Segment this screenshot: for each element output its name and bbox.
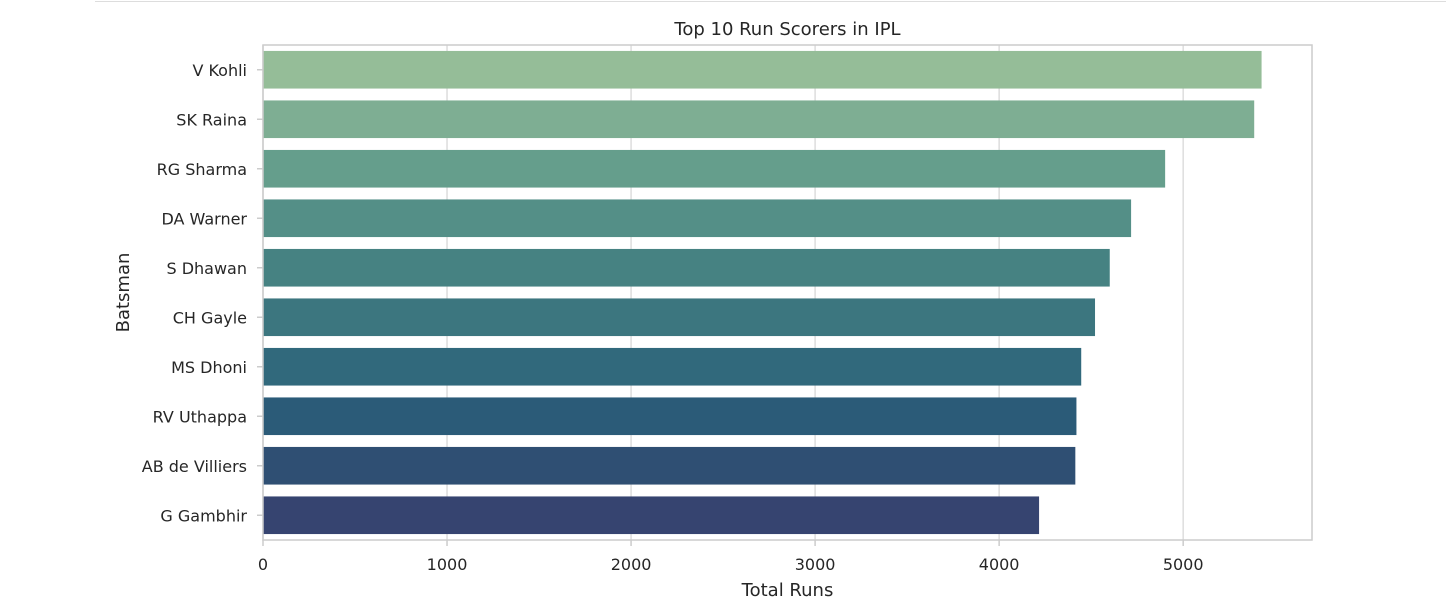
bar-5 bbox=[263, 298, 1096, 337]
x-tick-label-1: 1000 bbox=[427, 555, 468, 574]
x-tick-label-3: 3000 bbox=[795, 555, 836, 574]
x-axis-title: Total Runs bbox=[741, 580, 834, 601]
y-tick-labels: V Kohli SK Raina RG Sharma DA Warner S Dhawa… bbox=[142, 61, 263, 525]
y-tick-label-8: AB de Villiers bbox=[142, 457, 247, 476]
bar-3 bbox=[263, 199, 1132, 238]
bar-9 bbox=[263, 496, 1040, 535]
y-tick-label-1: SK Raina bbox=[176, 110, 247, 129]
y-tick-label-5: CH Gayle bbox=[173, 308, 247, 327]
x-tick-labels: 0 1000 2000 3000 4000 5000 bbox=[258, 540, 1204, 574]
bar-7 bbox=[263, 397, 1077, 436]
x-tick-label-0: 0 bbox=[258, 555, 268, 574]
y-tick-label-4: S Dhawan bbox=[166, 259, 247, 278]
y-tick-label-7: RV Uthappa bbox=[153, 407, 247, 426]
bar-2 bbox=[263, 149, 1166, 188]
y-tick-label-6: MS Dhoni bbox=[171, 358, 247, 377]
bar-6 bbox=[263, 347, 1082, 386]
chart-title: Top 10 Run Scorers in IPL bbox=[673, 19, 900, 40]
y-axis-title: Batsman bbox=[113, 253, 134, 333]
y-tick-label-2: RG Sharma bbox=[157, 160, 247, 179]
y-tick-label-9: G Gambhir bbox=[160, 506, 247, 525]
bar-1 bbox=[263, 100, 1255, 139]
bars bbox=[263, 50, 1262, 535]
bar-8 bbox=[263, 446, 1076, 485]
top-rule bbox=[95, 1, 1446, 2]
bar-0 bbox=[263, 50, 1262, 89]
x-tick-label-5: 5000 bbox=[1163, 555, 1204, 574]
y-tick-label-0: V Kohli bbox=[192, 61, 247, 80]
x-tick-label-2: 2000 bbox=[611, 555, 652, 574]
bar-4 bbox=[263, 248, 1110, 287]
plot-frame bbox=[262, 44, 1313, 541]
y-tick-label-3: DA Warner bbox=[161, 209, 247, 228]
x-tick-label-4: 4000 bbox=[979, 555, 1020, 574]
